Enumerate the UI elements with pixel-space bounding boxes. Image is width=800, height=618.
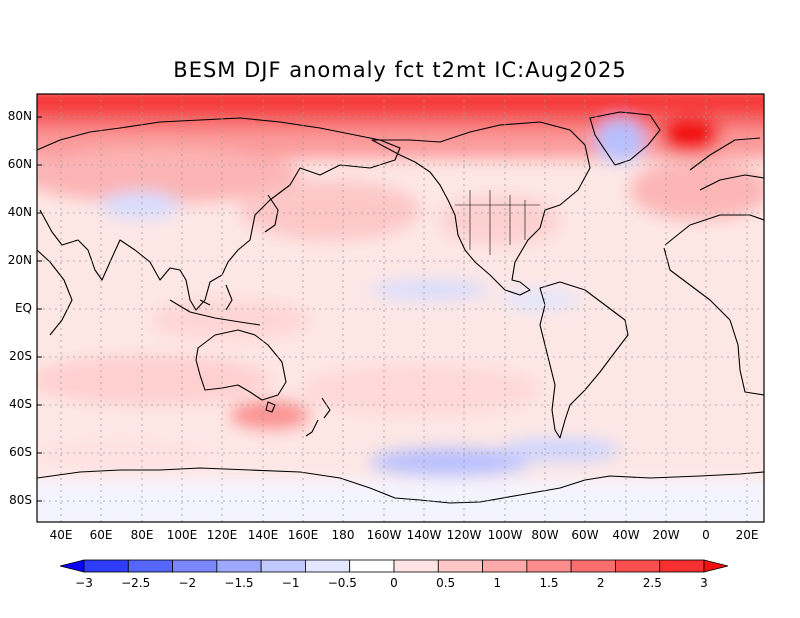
lon-label: 60W xyxy=(571,528,599,542)
coastline-antarctica xyxy=(37,467,764,504)
lon-label: 180 xyxy=(331,528,355,542)
colorbar-segment xyxy=(260,559,306,573)
lon-label: 100W xyxy=(487,528,523,542)
colorbar-label: −2.5 xyxy=(121,576,151,590)
lon-label: 140W xyxy=(406,528,442,542)
colorbar-label: −2 xyxy=(178,576,197,590)
lat-label: 60S xyxy=(9,445,32,459)
lon-label: 100E xyxy=(166,528,198,542)
colorbar-segment xyxy=(526,559,572,573)
colorbar-arrow-low xyxy=(59,559,85,573)
coastline-south-america xyxy=(539,281,629,439)
coastline-greenland xyxy=(589,111,661,166)
colorbar-label: 3 xyxy=(700,576,708,590)
lat-label: 40N xyxy=(7,205,32,219)
lon-label: 0 xyxy=(702,528,710,542)
colorbar-segment xyxy=(393,559,439,573)
coastline-australia xyxy=(195,329,287,401)
lon-label: 80E xyxy=(130,528,154,542)
coastline-africa xyxy=(663,214,764,396)
us-borders xyxy=(455,190,540,255)
lon-label: 160W xyxy=(366,528,402,542)
lon-label: 120E xyxy=(206,528,238,542)
colorbar-label: −1 xyxy=(281,576,300,590)
colorbar-segment xyxy=(83,559,129,573)
colorbar-arrow-high xyxy=(703,559,729,573)
graticule xyxy=(37,94,764,522)
colorbar-segment xyxy=(305,559,351,573)
colorbar xyxy=(59,559,729,573)
colorbar-label: −3 xyxy=(75,576,93,590)
colorbar-label: 2 xyxy=(596,576,605,590)
coastline-europe xyxy=(689,137,764,191)
lon-label: 20E xyxy=(735,528,759,542)
lat-label: 80S xyxy=(9,493,32,507)
colorbar-label: −0.5 xyxy=(327,576,357,590)
coastline-asia xyxy=(37,117,401,311)
map-title: BESM DJF anomaly fct t2mt IC:Aug2025 xyxy=(173,58,627,82)
colorbar-segment xyxy=(570,559,616,573)
map-frame xyxy=(36,93,765,523)
coastline-indonesia xyxy=(169,284,261,326)
colorbar-segment xyxy=(127,559,173,573)
lon-label: 60E xyxy=(89,528,113,542)
colorbar-label: 1.5 xyxy=(539,576,559,590)
coastline-newzealand xyxy=(305,397,331,437)
lat-label: 20N xyxy=(7,253,32,267)
colorbar-segment xyxy=(437,559,483,573)
colorbar-label: 1 xyxy=(493,576,502,590)
lat-label: EQ xyxy=(14,301,32,315)
colorbar-segment xyxy=(482,559,528,573)
lat-label: 80N xyxy=(7,109,32,123)
colorbar-segment xyxy=(216,559,262,573)
colorbar-segment xyxy=(172,559,218,573)
lat-label: 60N xyxy=(7,157,32,171)
lon-label: 120W xyxy=(446,528,482,542)
coastline-tasmania xyxy=(265,401,276,413)
colorbar-label: 0.5 xyxy=(436,576,456,590)
lon-label: 80W xyxy=(531,528,559,542)
lon-label: 160E xyxy=(287,528,319,542)
lon-label: 40E xyxy=(49,528,73,542)
colorbar-segment xyxy=(349,559,395,573)
colorbar-label: 2.5 xyxy=(642,576,662,590)
coastline-north-america xyxy=(371,121,591,296)
coastline-japan xyxy=(264,194,279,233)
lat-label: 40S xyxy=(9,397,32,411)
colorbar-segment xyxy=(659,559,705,573)
axis-ticks xyxy=(37,116,42,502)
lon-label: 20W xyxy=(652,528,680,542)
lon-label: 40W xyxy=(612,528,640,542)
lon-label: 140E xyxy=(247,528,279,542)
coastline-arabia xyxy=(37,249,73,336)
colorbar-segment xyxy=(615,559,661,573)
colorbar-label: 0 xyxy=(390,576,398,590)
lat-label: 20S xyxy=(9,349,32,363)
coastlines xyxy=(37,111,764,504)
colorbar-label: −1.5 xyxy=(224,576,254,590)
